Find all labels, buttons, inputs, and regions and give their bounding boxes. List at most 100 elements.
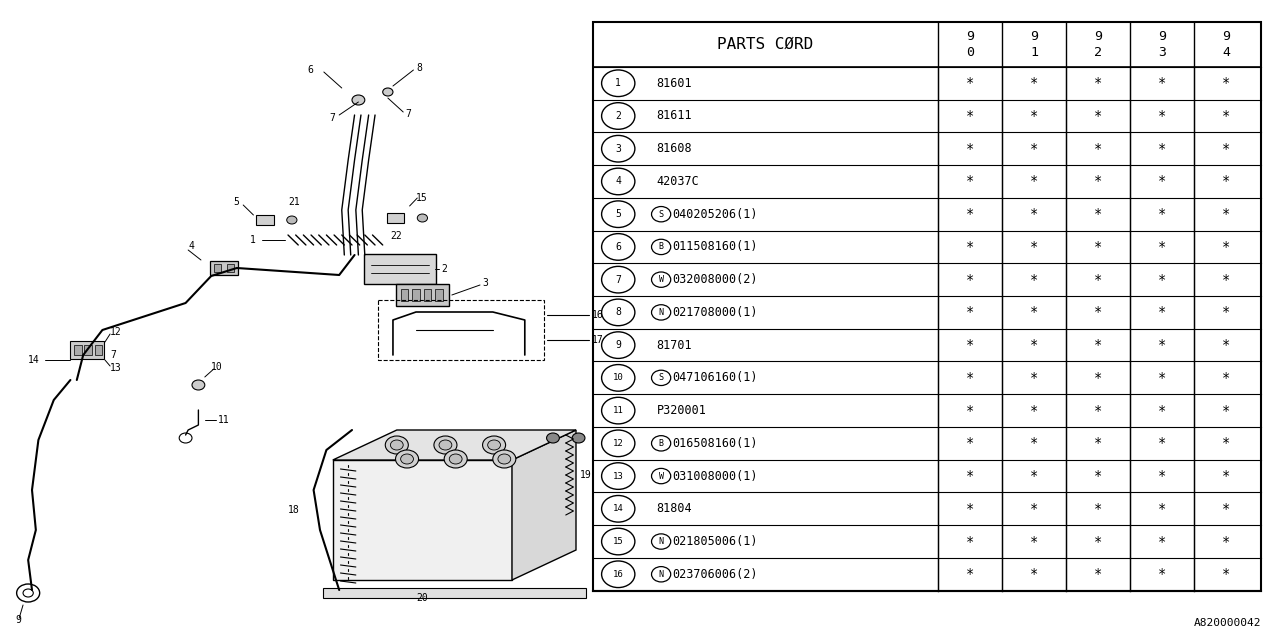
Bar	[401, 289, 408, 301]
Circle shape	[547, 433, 559, 443]
Text: B: B	[659, 243, 663, 252]
Text: *: *	[1030, 141, 1038, 156]
Circle shape	[287, 216, 297, 224]
Text: 81701: 81701	[657, 339, 692, 351]
Circle shape	[396, 450, 419, 468]
Text: *: *	[1030, 338, 1038, 352]
Text: 81601: 81601	[657, 77, 692, 90]
Text: *: *	[1030, 567, 1038, 581]
Text: N: N	[659, 537, 663, 546]
Text: N: N	[659, 308, 663, 317]
Text: *: *	[966, 175, 974, 188]
Circle shape	[390, 440, 403, 450]
Text: *: *	[1030, 305, 1038, 319]
Text: 047106160(1): 047106160(1)	[672, 371, 758, 385]
Text: *: *	[1158, 240, 1166, 254]
Text: *: *	[1094, 502, 1102, 516]
Text: *: *	[1158, 436, 1166, 451]
Text: *: *	[966, 567, 974, 581]
Text: *: *	[1222, 404, 1230, 417]
Text: 7: 7	[110, 350, 116, 360]
Text: S: S	[659, 373, 663, 382]
Circle shape	[483, 436, 506, 454]
Text: *: *	[1222, 240, 1230, 254]
Text: *: *	[1094, 141, 1102, 156]
Circle shape	[498, 454, 511, 464]
Polygon shape	[333, 430, 576, 460]
Bar	[74, 345, 82, 355]
Text: *: *	[1094, 109, 1102, 123]
Bar	[412, 289, 420, 301]
Text: 5: 5	[616, 209, 621, 219]
Text: 1: 1	[250, 235, 256, 245]
Circle shape	[434, 436, 457, 454]
FancyBboxPatch shape	[364, 254, 436, 284]
Text: *: *	[1158, 273, 1166, 287]
Text: *: *	[966, 76, 974, 90]
Text: *: *	[1222, 305, 1230, 319]
Text: P320001: P320001	[657, 404, 707, 417]
Text: *: *	[1158, 338, 1166, 352]
Text: *: *	[1094, 273, 1102, 287]
Text: 4: 4	[188, 241, 195, 251]
Text: 9: 9	[1094, 29, 1102, 43]
Text: 5: 5	[233, 197, 239, 207]
Text: *: *	[1222, 534, 1230, 548]
Text: *: *	[1158, 305, 1166, 319]
Text: *: *	[1158, 109, 1166, 123]
Text: *: *	[1030, 273, 1038, 287]
Text: 21: 21	[288, 197, 300, 207]
FancyBboxPatch shape	[210, 261, 238, 275]
Text: *: *	[966, 109, 974, 123]
Bar	[387, 213, 404, 223]
Circle shape	[493, 450, 516, 468]
Text: *: *	[1030, 207, 1038, 221]
Text: *: *	[966, 273, 974, 287]
Bar	[95, 345, 102, 355]
Text: *: *	[1158, 567, 1166, 581]
Text: *: *	[1094, 207, 1102, 221]
Circle shape	[449, 454, 462, 464]
Circle shape	[572, 433, 585, 443]
Text: *: *	[966, 436, 974, 451]
Text: 040205206(1): 040205206(1)	[672, 208, 758, 221]
Text: 3: 3	[1158, 46, 1166, 59]
Text: 2: 2	[442, 264, 448, 274]
Text: *: *	[1094, 404, 1102, 417]
Text: 13: 13	[613, 472, 623, 481]
Text: 11: 11	[613, 406, 623, 415]
Text: 19: 19	[580, 470, 591, 480]
Text: 81608: 81608	[657, 142, 692, 156]
Text: *: *	[1222, 141, 1230, 156]
Text: N: N	[659, 570, 663, 579]
Text: *: *	[1158, 469, 1166, 483]
Text: *: *	[1094, 567, 1102, 581]
Polygon shape	[512, 430, 576, 580]
Text: *: *	[966, 371, 974, 385]
Text: *: *	[1030, 436, 1038, 451]
Text: 14: 14	[28, 355, 40, 365]
Text: 22: 22	[390, 231, 402, 241]
Text: *: *	[1030, 469, 1038, 483]
Text: *: *	[1222, 109, 1230, 123]
Text: 2: 2	[616, 111, 621, 121]
Text: *: *	[1030, 371, 1038, 385]
Bar	[323, 588, 586, 598]
Text: 021805006(1): 021805006(1)	[672, 535, 758, 548]
Text: *: *	[1222, 338, 1230, 352]
Text: 8: 8	[416, 63, 422, 73]
Circle shape	[352, 95, 365, 105]
FancyBboxPatch shape	[396, 284, 449, 306]
Circle shape	[444, 450, 467, 468]
Text: 81804: 81804	[657, 502, 692, 515]
Text: 031008000(1): 031008000(1)	[672, 470, 758, 483]
Text: *: *	[1158, 207, 1166, 221]
Text: 16: 16	[591, 310, 603, 320]
Text: *: *	[1222, 371, 1230, 385]
Text: *: *	[966, 534, 974, 548]
Text: *: *	[1094, 305, 1102, 319]
Bar	[424, 289, 431, 301]
Text: 016508160(1): 016508160(1)	[672, 437, 758, 450]
Text: A820000042: A820000042	[1193, 618, 1261, 628]
Text: 1: 1	[1030, 46, 1038, 59]
